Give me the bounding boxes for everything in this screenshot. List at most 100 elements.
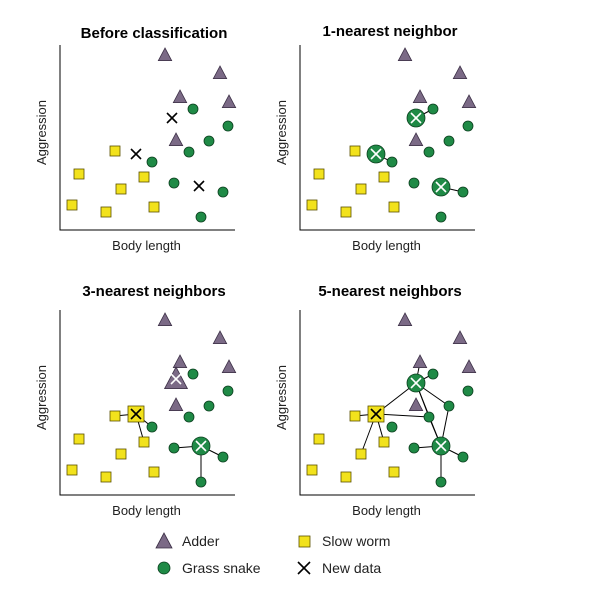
- x-axis-label: Body length: [112, 238, 181, 253]
- grass-snake-marker: [183, 411, 195, 423]
- slow-worm-marker: [340, 206, 352, 218]
- panel-2: 1-nearest neighbor Body length Aggression: [274, 23, 477, 253]
- adder-marker: [168, 132, 184, 146]
- y-axis-label: Aggression: [274, 100, 289, 165]
- grass-snake-marker: [443, 135, 455, 147]
- new-data-marker: [370, 408, 382, 420]
- slow-worm-marker: [100, 206, 112, 218]
- legend-grass-snake-label: Grass snake: [182, 560, 261, 576]
- x-axis-label: Body length: [352, 503, 421, 518]
- grass-snake-marker: [408, 442, 420, 454]
- adder-marker: [212, 65, 228, 79]
- grass-snake-marker: [435, 211, 447, 223]
- y-axis-label: Aggression: [274, 365, 289, 430]
- slow-worm-marker: [148, 466, 160, 478]
- new-data-marker: [195, 440, 207, 452]
- legend-adder-label: Adder: [182, 533, 220, 549]
- grass-snake-marker: [435, 476, 447, 488]
- new-data-marker: [435, 181, 447, 193]
- adder-marker: [412, 89, 428, 103]
- slow-worm-marker: [109, 410, 121, 422]
- slow-worm-marker: [340, 471, 352, 483]
- adder-marker: [408, 397, 424, 411]
- grass-snake-marker: [187, 103, 199, 115]
- slow-worm-marker: [66, 199, 78, 211]
- legend-slow-worm-symbol: [298, 535, 311, 548]
- grass-snake-marker: [462, 385, 474, 397]
- axes: [59, 310, 235, 496]
- grass-snake-marker: [217, 451, 229, 463]
- new-data-marker: [166, 112, 178, 124]
- slow-worm-marker: [378, 436, 390, 448]
- slow-worm-marker: [355, 448, 367, 460]
- grass-snake-marker: [168, 442, 180, 454]
- grass-snake-marker: [427, 103, 439, 115]
- slow-worm-marker: [109, 145, 121, 157]
- new-data-marker: [410, 112, 422, 124]
- adder-marker: [157, 312, 173, 327]
- grass-snake-marker: [195, 211, 207, 223]
- adder-marker: [452, 65, 468, 79]
- grass-snake-marker: [386, 156, 398, 168]
- grass-snake-marker: [203, 135, 215, 147]
- grass-snake-marker: [423, 411, 435, 423]
- adder-marker: [221, 94, 237, 108]
- slow-worm-marker: [66, 464, 78, 476]
- grass-snake-marker: [195, 476, 207, 488]
- new-data-marker: [170, 373, 182, 385]
- adder-marker: [452, 330, 468, 344]
- adder-marker: [212, 330, 228, 344]
- grass-snake-marker: [408, 177, 420, 189]
- grass-snake-marker: [443, 400, 455, 412]
- new-data-marker: [193, 180, 205, 192]
- legend-slow-worm-label: Slow worm: [322, 533, 390, 549]
- grass-snake-marker: [423, 146, 435, 158]
- panel-title: Before classification: [81, 25, 228, 42]
- grass-snake-marker: [146, 421, 158, 433]
- panel-1: Before classification Body length Aggressi…: [34, 25, 237, 253]
- adder-marker: [221, 359, 237, 373]
- slow-worm-marker: [115, 183, 127, 195]
- slow-worm-marker: [306, 199, 318, 211]
- slow-worm-marker: [306, 464, 318, 476]
- legend-adder-symbol: [155, 532, 173, 549]
- new-data-marker: [435, 440, 447, 452]
- adder-marker: [408, 132, 424, 146]
- slow-worm-marker: [388, 466, 400, 478]
- y-axis-label: Aggression: [34, 365, 49, 430]
- legend-new-data-label: New data: [322, 560, 381, 576]
- grass-snake-marker: [462, 120, 474, 132]
- slow-worm-marker: [100, 471, 112, 483]
- adder-marker: [412, 354, 428, 368]
- x-axis-label: Body length: [352, 238, 421, 253]
- slow-worm-marker: [313, 168, 325, 180]
- adder-marker: [172, 354, 188, 368]
- slow-worm-marker: [388, 201, 400, 213]
- slow-worm-marker: [313, 433, 325, 445]
- new-data-marker: [130, 408, 142, 420]
- slow-worm-marker: [138, 171, 150, 183]
- new-data-marker: [370, 148, 382, 160]
- slow-worm-marker: [355, 183, 367, 195]
- axes: [299, 310, 475, 496]
- grass-snake-marker: [217, 186, 229, 198]
- grass-snake-marker: [146, 156, 158, 168]
- classified-adder: [163, 366, 189, 389]
- grass-snake-marker: [427, 368, 439, 380]
- grass-snake-marker: [457, 186, 469, 198]
- adder-marker: [397, 312, 413, 327]
- axes: [299, 45, 475, 231]
- slow-worm-marker: [349, 145, 361, 157]
- neighbor-link: [375, 413, 430, 418]
- slow-worm-marker: [148, 201, 160, 213]
- slow-worm-marker: [115, 448, 127, 460]
- adder-marker: [172, 89, 188, 103]
- adder-marker: [157, 47, 173, 62]
- grass-snake-marker: [222, 120, 234, 132]
- new-data-marker: [410, 377, 422, 389]
- legend: Adder Grass snake Slow worm New data: [155, 532, 390, 576]
- grass-snake-marker: [183, 146, 195, 158]
- slow-worm-marker: [138, 436, 150, 448]
- slow-worm-marker: [73, 433, 85, 445]
